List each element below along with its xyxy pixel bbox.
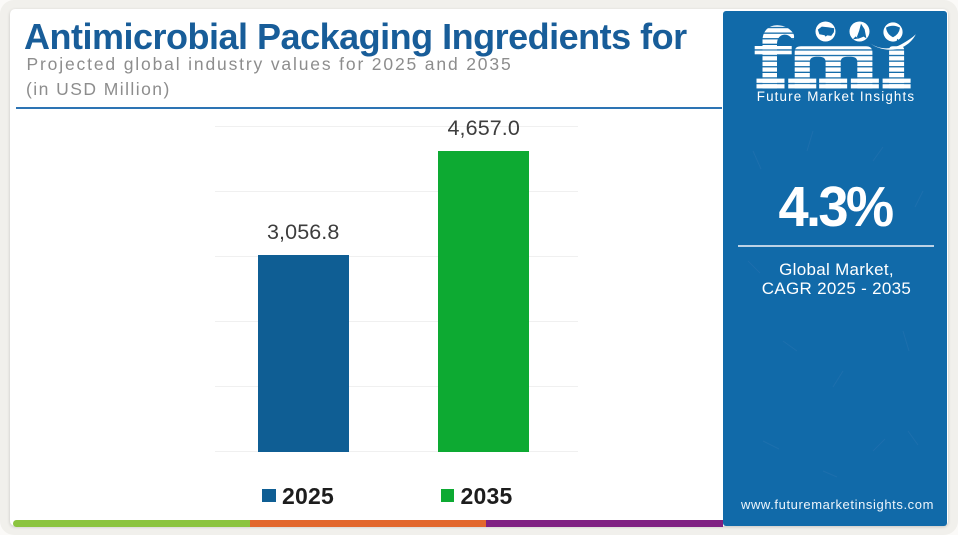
svg-text:Future Market Insights: Future Market Insights [756,89,915,104]
